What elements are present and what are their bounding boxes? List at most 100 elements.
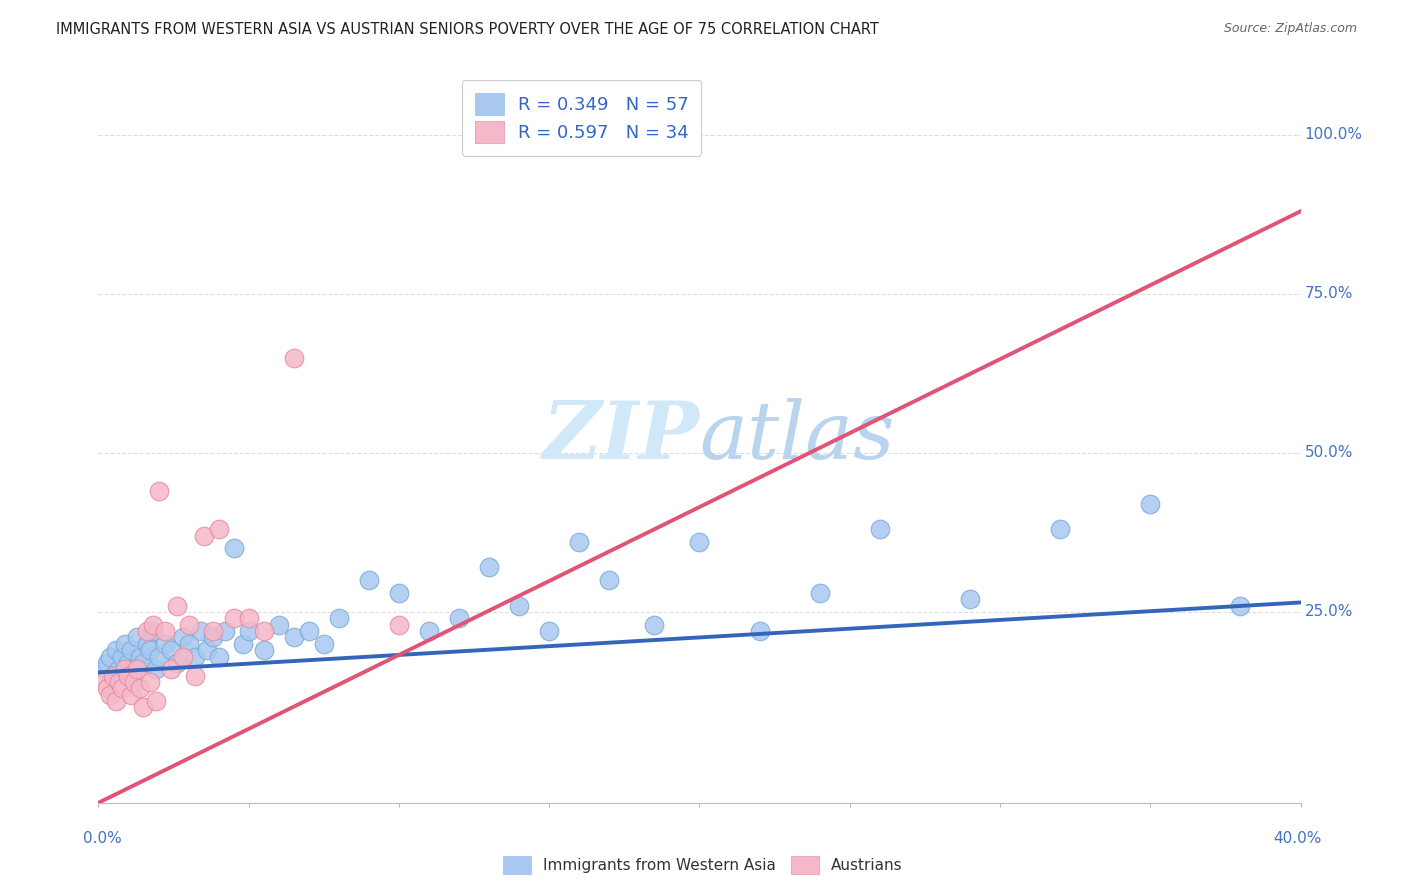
Point (253, 624, 276, 638)
Point (538, 624, 561, 638)
Point (190, 624, 212, 638)
Point (418, 624, 440, 638)
Point (959, 592, 981, 607)
Legend: Immigrants from Western Asia, Austrians: Immigrants from Western Asia, Austrians (498, 850, 908, 880)
Point (114, 637, 136, 651)
Point (183, 668, 205, 682)
Point (153, 637, 176, 651)
Point (132, 656, 155, 670)
Text: 100.0%: 100.0% (1305, 128, 1362, 143)
Point (135, 637, 157, 651)
Point (105, 694, 128, 708)
Point (117, 668, 139, 682)
Point (124, 675, 146, 690)
Point (201, 631, 224, 645)
Point (238, 624, 260, 638)
Point (141, 617, 163, 632)
Point (1049, 522, 1071, 536)
Point (568, 535, 591, 549)
Point (111, 649, 134, 664)
Point (153, 624, 176, 638)
Point (103, 668, 125, 682)
Point (141, 624, 163, 638)
Point (177, 637, 200, 651)
Point (159, 643, 181, 657)
Text: 40.0%: 40.0% (1274, 831, 1322, 846)
Point (111, 681, 134, 696)
Point (166, 599, 188, 613)
Point (177, 617, 200, 632)
Point (283, 631, 305, 645)
Point (388, 586, 411, 600)
Point (328, 611, 350, 625)
Point (132, 700, 155, 714)
Point (193, 529, 215, 543)
Point (214, 624, 236, 638)
Point (121, 688, 143, 702)
Point (869, 522, 891, 536)
Point (208, 522, 231, 536)
Point (166, 656, 188, 670)
Text: 0.0%: 0.0% (83, 831, 122, 846)
Point (538, 128, 561, 142)
Text: 75.0%: 75.0% (1305, 286, 1353, 301)
Point (148, 484, 170, 499)
Point (232, 637, 254, 651)
Point (129, 649, 152, 664)
Point (808, 586, 831, 600)
Point (688, 535, 710, 549)
Point (222, 611, 245, 625)
Point (172, 649, 194, 664)
Point (100, 649, 122, 664)
Text: ZIP: ZIP (543, 399, 699, 475)
Point (283, 351, 305, 365)
Point (183, 649, 205, 664)
Point (643, 617, 665, 632)
Point (1139, 497, 1161, 511)
Point (121, 643, 143, 657)
Point (298, 624, 321, 638)
Point (138, 643, 160, 657)
Point (96, 681, 118, 696)
Text: IMMIGRANTS FROM WESTERN ASIA VS AUSTRIAN SENIORS POVERTY OVER THE AGE OF 75 CORR: IMMIGRANTS FROM WESTERN ASIA VS AUSTRIAN… (56, 22, 879, 37)
Point (478, 560, 501, 574)
Point (388, 617, 411, 632)
Point (108, 662, 131, 676)
Text: atlas: atlas (699, 399, 894, 475)
Point (598, 573, 620, 587)
Point (105, 643, 128, 657)
Point (447, 611, 470, 625)
Point (148, 649, 170, 664)
Point (127, 662, 149, 676)
Point (96, 656, 118, 670)
Point (138, 675, 160, 690)
Point (267, 617, 290, 632)
Point (238, 611, 260, 625)
Legend: R = 0.349   N = 57, R = 0.597   N = 34: R = 0.349 N = 57, R = 0.597 N = 34 (463, 80, 702, 156)
Text: Source: ZipAtlas.com: Source: ZipAtlas.com (1223, 22, 1357, 36)
Point (201, 624, 224, 638)
Point (127, 631, 149, 645)
Point (222, 541, 245, 556)
Point (103, 668, 125, 682)
Point (124, 662, 146, 676)
Point (508, 599, 530, 613)
Point (114, 662, 136, 676)
Point (117, 656, 139, 670)
Point (145, 662, 167, 676)
Point (172, 631, 194, 645)
Point (93, 675, 115, 690)
Point (135, 624, 157, 638)
Point (1229, 599, 1251, 613)
Point (159, 662, 181, 676)
Point (253, 643, 276, 657)
Point (108, 675, 131, 690)
Point (93, 662, 115, 676)
Point (208, 649, 231, 664)
Point (129, 681, 152, 696)
Point (195, 643, 218, 657)
Point (357, 573, 380, 587)
Point (312, 637, 335, 651)
Text: 25.0%: 25.0% (1305, 605, 1353, 619)
Point (748, 624, 770, 638)
